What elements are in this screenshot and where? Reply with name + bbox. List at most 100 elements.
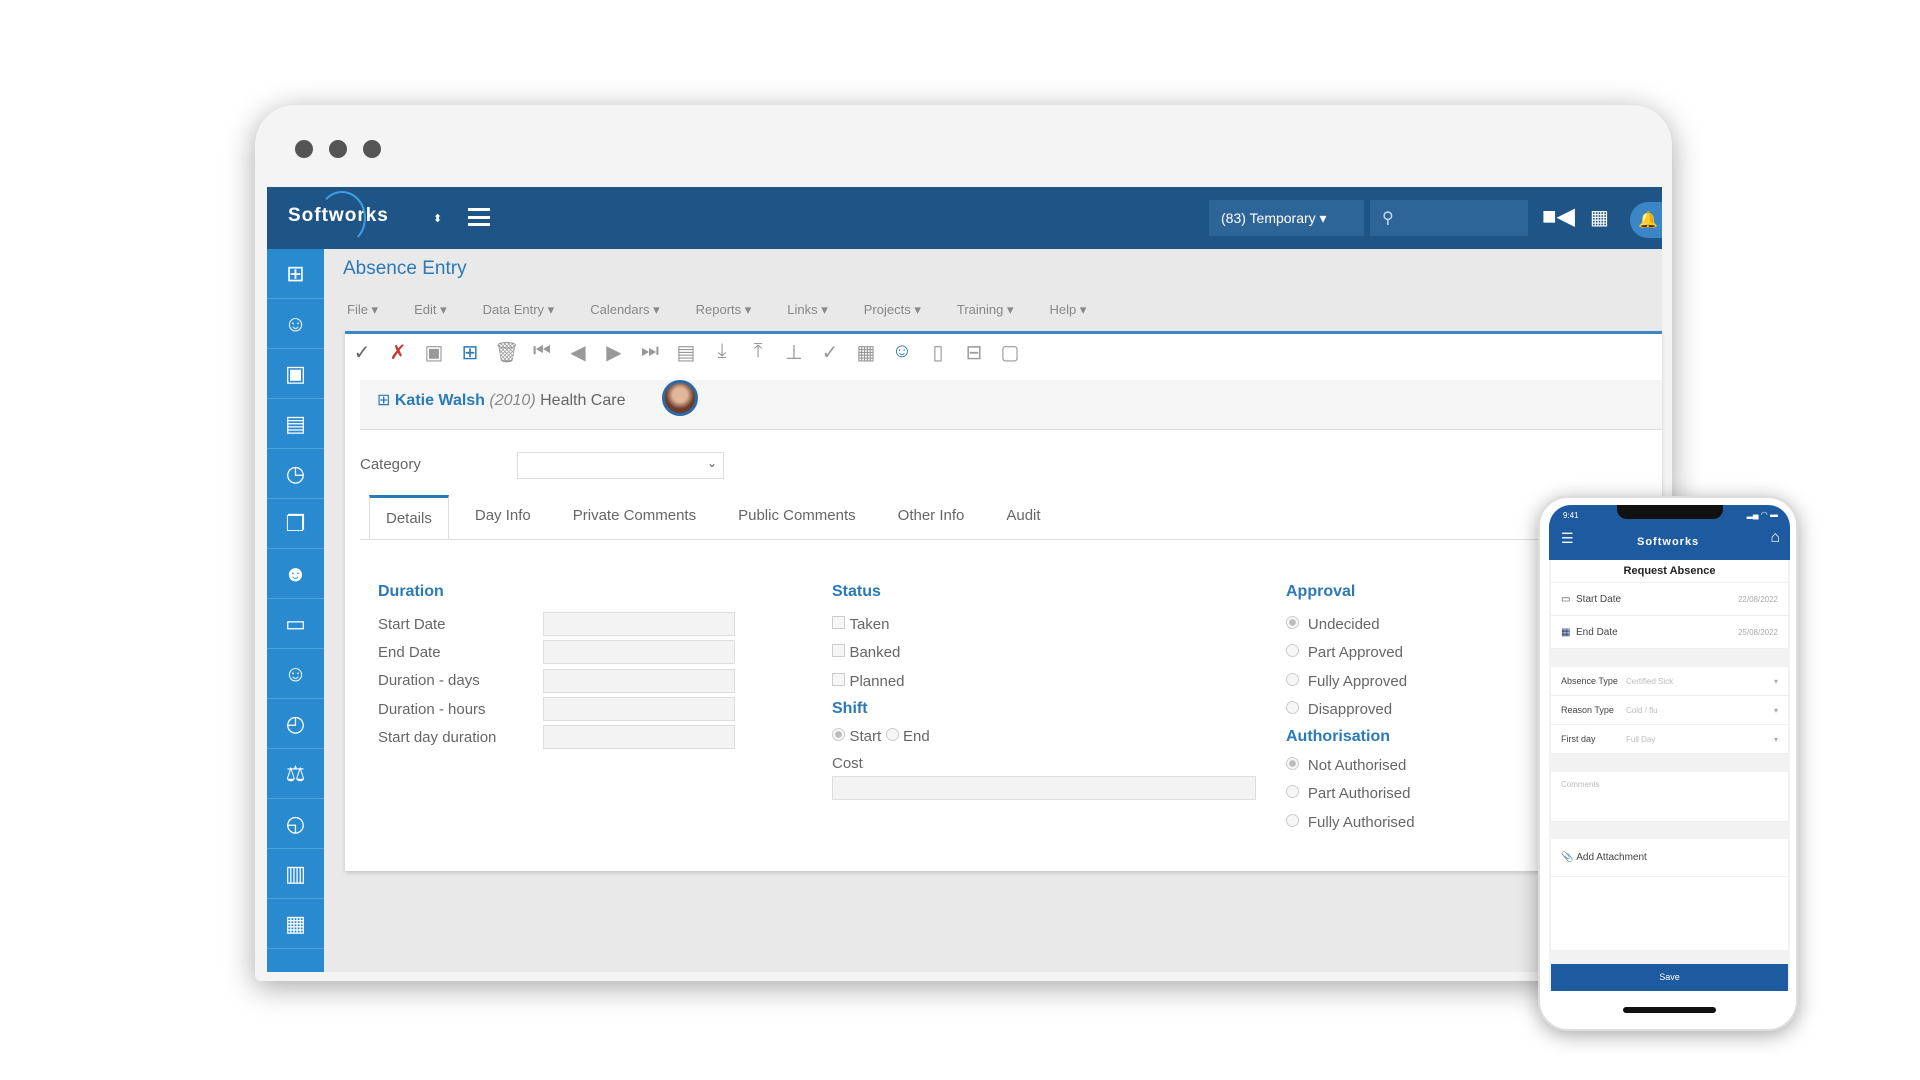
document-search-icon[interactable]: ▯ <box>932 342 944 364</box>
clock-icon[interactable]: ◴ <box>267 699 324 749</box>
hierarchy-icon[interactable]: ⊟ <box>965 342 983 364</box>
next-record-icon[interactable]: ▶ <box>606 342 622 364</box>
menu-reports[interactable]: Reports ▾ <box>695 302 752 317</box>
scales-icon[interactable]: ⚖ <box>267 749 324 799</box>
org-chart-icon[interactable]: ⊞ <box>267 249 324 299</box>
first-day-label: First day <box>1561 734 1596 744</box>
tick-icon[interactable]: ✓ <box>821 342 839 364</box>
taken-label: Taken <box>849 616 890 633</box>
delete-icon[interactable]: 🗑 <box>494 342 520 364</box>
phone-absence-type-row[interactable]: Absence Type Certified Sick ▾ <box>1551 667 1788 696</box>
menu-edit[interactable]: Edit ▾ <box>414 302 447 317</box>
save-icon[interactable]: ▣ <box>424 342 444 364</box>
calendar-15-icon[interactable]: ▣ <box>267 349 324 399</box>
calendar-blank-icon[interactable]: ▭ <box>267 599 324 649</box>
phone-start-date-row[interactable]: ▭ Start Date 22/08/2022 <box>1551 583 1788 616</box>
avatar[interactable] <box>662 380 698 416</box>
home-icon[interactable]: ⌂ <box>1770 529 1780 546</box>
phone-reason-type-row[interactable]: Reason Type Cold / flu ▾ <box>1551 696 1788 725</box>
fully-approved-label: Fully Approved <box>1307 672 1408 690</box>
upload-icon[interactable]: ⤒ <box>753 340 763 362</box>
clock-check-icon[interactable]: ◵ <box>267 799 324 849</box>
first-record-icon[interactable]: ⏮ <box>533 340 551 362</box>
menu-data-entry[interactable]: Data Entry ▾ <box>482 302 555 317</box>
last-record-icon[interactable]: ⏭ <box>641 340 659 362</box>
tab-details[interactable]: Details <box>369 495 449 539</box>
calendar-search-icon[interactable]: ▤ <box>676 342 696 364</box>
briefcase-icon[interactable]: ▥ <box>267 849 324 899</box>
phone-brand-logo: Softworks <box>1637 536 1700 548</box>
part-approved-radio[interactable] <box>1286 644 1299 658</box>
banked-checkbox[interactable] <box>832 644 845 658</box>
shift-start-radio[interactable] <box>832 728 845 741</box>
people-icon[interactable]: ☺ <box>267 299 324 349</box>
apps-grid-icon[interactable]: ▦ <box>1590 207 1609 229</box>
tab-audit[interactable]: Audit <box>1006 507 1041 524</box>
duration-days-input[interactable] <box>543 668 735 693</box>
phone-comments-input[interactable]: Comments <box>1551 772 1788 822</box>
menu-help[interactable]: Help ▾ <box>1049 302 1087 317</box>
schedule-icon[interactable]: ▦ <box>267 899 324 949</box>
cost-input[interactable] <box>832 776 1256 800</box>
calendar-edit-icon[interactable]: ▦ <box>856 342 876 364</box>
category-select[interactable]: ⌄ <box>517 452 724 479</box>
tab-divider <box>360 539 1540 540</box>
menu-links[interactable]: Links ▾ <box>787 302 828 317</box>
start-date-input[interactable] <box>543 612 735 637</box>
planned-checkbox[interactable] <box>832 672 845 686</box>
disapproved-radio[interactable] <box>1286 700 1299 714</box>
hamburger-menu-icon[interactable] <box>468 208 490 226</box>
phone-menu-icon[interactable]: ☰ <box>1561 530 1574 546</box>
tab-private-comments[interactable]: Private Comments <box>572 507 697 524</box>
taken-checkbox[interactable] <box>832 616 845 629</box>
fully-approved-radio[interactable] <box>1286 672 1299 686</box>
menu-projects[interactable]: Projects ▾ <box>863 302 921 317</box>
employee-info: ⊞ Katie Walsh (2010) Health Care <box>377 390 625 410</box>
not-authorised-radio[interactable] <box>1286 757 1299 770</box>
shift-options: Start End <box>832 728 930 746</box>
phone-end-date-row[interactable]: ▦ End Date 25/08/2022 <box>1551 616 1788 649</box>
expand-icon[interactable]: ⊞ <box>377 392 391 409</box>
brand-logo[interactable]: Softworks <box>288 191 389 245</box>
video-icon[interactable]: ■◀ <box>1542 203 1575 230</box>
user-add-icon[interactable]: ☺ <box>267 649 324 699</box>
employee-name[interactable]: Katie Walsh <box>394 392 485 409</box>
check-icon[interactable]: ✓ <box>353 342 371 364</box>
copy-icon[interactable]: ❐ <box>267 499 324 549</box>
home-indicator[interactable] <box>1623 1007 1716 1013</box>
user-settings-icon[interactable]: ☻ <box>267 549 324 599</box>
end-date-input[interactable] <box>543 640 735 665</box>
tab-day-info[interactable]: Day Info <box>474 507 531 524</box>
previous-record-icon[interactable]: ◀ <box>570 342 586 364</box>
undecided-radio[interactable] <box>1286 616 1299 629</box>
shift-end-radio[interactable] <box>885 728 899 741</box>
add-attachment-button[interactable]: 📎 Add Attachment <box>1551 839 1788 877</box>
absence-type-label: Absence Type <box>1561 676 1618 686</box>
record-selector[interactable]: (83) Temporary ▾ <box>1209 200 1364 236</box>
dropdown-icon: ▾ <box>1773 676 1778 686</box>
fully-authorised-radio[interactable] <box>1286 813 1299 827</box>
start-day-duration-input[interactable] <box>543 725 735 750</box>
sort-icon[interactable]: ⬍ <box>433 213 443 225</box>
user-check-icon[interactable]: ☺ <box>891 340 913 362</box>
calendar-icon[interactable]: ▤ <box>267 399 324 449</box>
menu-file[interactable]: File ▾ <box>347 302 379 317</box>
notifications-icon[interactable]: 🔔 <box>1630 202 1662 238</box>
duration-hours-input[interactable] <box>543 697 735 722</box>
document-icon[interactable]: ▢ <box>1000 342 1020 364</box>
phone-end-date-label: End Date <box>1576 626 1618 638</box>
phone-save-button[interactable]: Save <box>1551 964 1788 991</box>
menu-training[interactable]: Training ▾ <box>956 302 1014 317</box>
add-icon[interactable]: ⊞ <box>461 342 479 364</box>
tab-public-comments[interactable]: Public Comments <box>738 507 856 524</box>
tab-other-info[interactable]: Other Info <box>897 507 965 524</box>
window-dot <box>329 140 347 158</box>
calendar-clock-icon[interactable]: ◷ <box>267 449 324 499</box>
approve-icon[interactable]: ⊥ <box>785 342 803 364</box>
cancel-icon[interactable]: ✗ <box>389 342 407 364</box>
part-authorised-radio[interactable] <box>1286 785 1299 799</box>
user-search-input[interactable]: ⚲ <box>1370 200 1528 236</box>
menu-calendars[interactable]: Calendars ▾ <box>590 302 660 317</box>
phone-first-day-row[interactable]: First day Full Day ▾ <box>1551 725 1788 754</box>
download-icon[interactable]: ⤓ <box>717 340 727 362</box>
